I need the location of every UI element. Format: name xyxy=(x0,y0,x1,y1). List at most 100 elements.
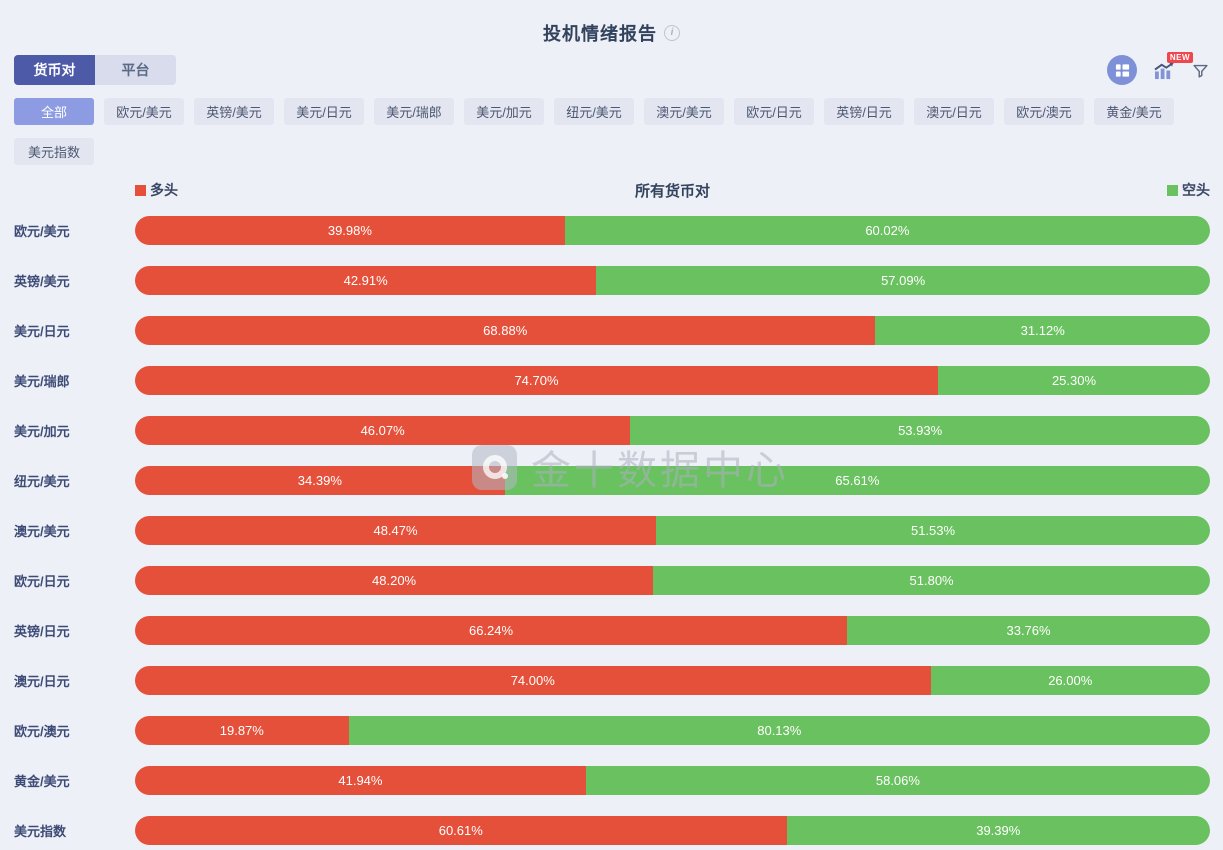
short-value: 51.53% xyxy=(910,522,956,538)
long-value: 39.98% xyxy=(327,222,372,238)
long-bar-segment: 48.47% xyxy=(135,515,657,545)
filter-button[interactable]: 美元/加元 xyxy=(464,98,544,125)
filter-button[interactable]: 美元/瑞郎 xyxy=(374,98,454,125)
long-value: 34.39% xyxy=(297,472,342,488)
short-value: 60.02% xyxy=(865,222,910,238)
page-title: 投机情绪报告 xyxy=(543,24,657,44)
long-value: 48.20% xyxy=(372,572,417,588)
legend-long[interactable]: 多头 xyxy=(135,180,178,200)
short-swatch-icon xyxy=(1167,184,1178,196)
long-swatch-icon xyxy=(135,184,146,196)
row-label: 澳元/日元 xyxy=(14,673,70,689)
short-value: 25.30% xyxy=(1051,372,1097,388)
chart-row: 澳元/日元 74.00% 26.00% xyxy=(0,655,1223,705)
long-bar-segment: 68.88% xyxy=(135,315,876,345)
short-bar-segment: 60.02% xyxy=(564,215,1210,245)
chart-row: 英镑/美元 42.91% 57.09% xyxy=(0,255,1223,305)
row-bar: 74.00% 26.00% xyxy=(135,665,1210,695)
row-bar: 42.91% 57.09% xyxy=(135,265,1210,295)
chart-row: 英镑/日元 66.24% 33.76% xyxy=(0,605,1223,655)
short-bar-segment: 51.80% xyxy=(653,565,1210,595)
new-badge: NEW xyxy=(1166,51,1193,63)
chart-title: 所有货币对 xyxy=(634,182,710,200)
row-label: 英镑/美元 xyxy=(14,273,70,289)
short-bar-segment: 33.76% xyxy=(847,615,1210,645)
short-bar-segment: 25.30% xyxy=(938,365,1210,395)
long-bar-segment: 66.24% xyxy=(135,615,848,645)
filter-funnel-icon[interactable] xyxy=(1192,62,1209,79)
short-bar-segment: 53.93% xyxy=(630,415,1210,445)
filter-button[interactable]: 英镑/美元 xyxy=(194,98,274,125)
long-value: 66.24% xyxy=(468,622,514,638)
toolbar: NEW xyxy=(1107,51,1209,85)
legend-short[interactable]: 空头 xyxy=(1167,180,1210,200)
filter-button[interactable]: 英镑/日元 xyxy=(824,98,904,125)
chart-rows: 欧元/美元 39.98% 60.02% 英镑/美元 42.91% 57.09% … xyxy=(0,205,1223,850)
short-value: 80.13% xyxy=(757,722,802,738)
row-bar: 46.07% 53.93% xyxy=(135,415,1210,445)
short-value: 31.12% xyxy=(1020,322,1065,338)
long-value: 19.87% xyxy=(219,722,264,738)
row-label: 欧元/美元 xyxy=(14,223,70,239)
long-bar-segment: 46.07% xyxy=(135,415,631,445)
row-bar: 60.61% 39.39% xyxy=(135,815,1210,845)
long-bar-segment: 34.39% xyxy=(135,465,505,495)
chart-row: 美元/日元 68.88% 31.12% xyxy=(0,305,1223,355)
row-bar: 48.20% 51.80% xyxy=(135,565,1210,595)
short-bar-segment: 58.06% xyxy=(585,765,1210,795)
row-bar: 48.47% 51.53% xyxy=(135,515,1210,545)
tabs-row: 货币对 平台 NEW xyxy=(0,51,1223,87)
filter-button[interactable]: 美元指数 xyxy=(14,138,94,165)
short-bar-segment: 80.13% xyxy=(348,715,1210,745)
chart-row: 美元/加元 46.07% 53.93% xyxy=(0,405,1223,455)
row-bar: 19.87% 80.13% xyxy=(135,715,1210,745)
chart-row: 欧元/澳元 19.87% 80.13% xyxy=(0,705,1223,755)
legend-short-label: 空头 xyxy=(1182,182,1210,198)
filter-button[interactable]: 澳元/美元 xyxy=(644,98,724,125)
chart-row: 美元/瑞郎 74.70% 25.30% xyxy=(0,355,1223,405)
short-value: 51.80% xyxy=(909,572,954,588)
tab-平台[interactable]: 平台 xyxy=(95,55,176,85)
filter-button[interactable]: 欧元/日元 xyxy=(734,98,814,125)
row-label: 美元/加元 xyxy=(14,423,70,439)
row-label: 黄金/美元 xyxy=(14,773,70,789)
short-bar-segment: 26.00% xyxy=(930,665,1210,695)
short-bar-segment: 57.09% xyxy=(596,265,1210,295)
short-bar-segment: 51.53% xyxy=(656,515,1210,545)
filter-button[interactable]: 纽元/美元 xyxy=(554,98,634,125)
filter-button[interactable]: 黄金/美元 xyxy=(1094,98,1174,125)
short-bar-segment: 31.12% xyxy=(875,315,1210,345)
short-value: 58.06% xyxy=(875,772,920,788)
layout-grid-icon[interactable] xyxy=(1107,55,1137,85)
filter-button[interactable]: 欧元/澳元 xyxy=(1004,98,1084,125)
long-bar-segment: 74.00% xyxy=(135,665,931,695)
tab-group: 货币对 平台 xyxy=(14,55,176,85)
long-value: 46.07% xyxy=(360,422,405,438)
row-label: 澳元/美元 xyxy=(14,523,70,539)
row-bar: 41.94% 58.06% xyxy=(135,765,1210,795)
long-value: 48.47% xyxy=(373,522,418,538)
filter-button[interactable]: 美元/日元 xyxy=(284,98,364,125)
tab-货币对[interactable]: 货币对 xyxy=(14,55,95,85)
long-value: 68.88% xyxy=(483,322,528,338)
row-bar: 74.70% 25.30% xyxy=(135,365,1210,395)
long-bar-segment: 74.70% xyxy=(135,365,939,395)
chart-header: 多头 所有货币对 空头 xyxy=(0,177,1223,203)
filter-button[interactable]: 全部 xyxy=(14,98,94,125)
long-bar-segment: 60.61% xyxy=(135,815,787,845)
filter-row-2: 美元指数 xyxy=(0,138,1223,165)
row-label: 欧元/澳元 xyxy=(14,723,70,739)
info-icon[interactable]: i xyxy=(664,25,680,41)
filter-button[interactable]: 澳元/日元 xyxy=(914,98,994,125)
short-bar-segment: 65.61% xyxy=(504,465,1210,495)
short-value: 53.93% xyxy=(898,422,943,438)
row-label: 美元指数 xyxy=(14,823,67,839)
trend-chart-icon[interactable]: NEW xyxy=(1153,51,1193,80)
row-bar: 34.39% 65.61% xyxy=(135,465,1210,495)
report-header: 投机情绪报告 i xyxy=(0,0,1223,48)
short-value: 33.76% xyxy=(1006,622,1051,638)
row-label: 纽元/美元 xyxy=(14,473,70,489)
short-value: 26.00% xyxy=(1048,672,1093,688)
filter-button[interactable]: 欧元/美元 xyxy=(104,98,184,125)
chart-row: 欧元/美元 39.98% 60.02% xyxy=(0,205,1223,255)
